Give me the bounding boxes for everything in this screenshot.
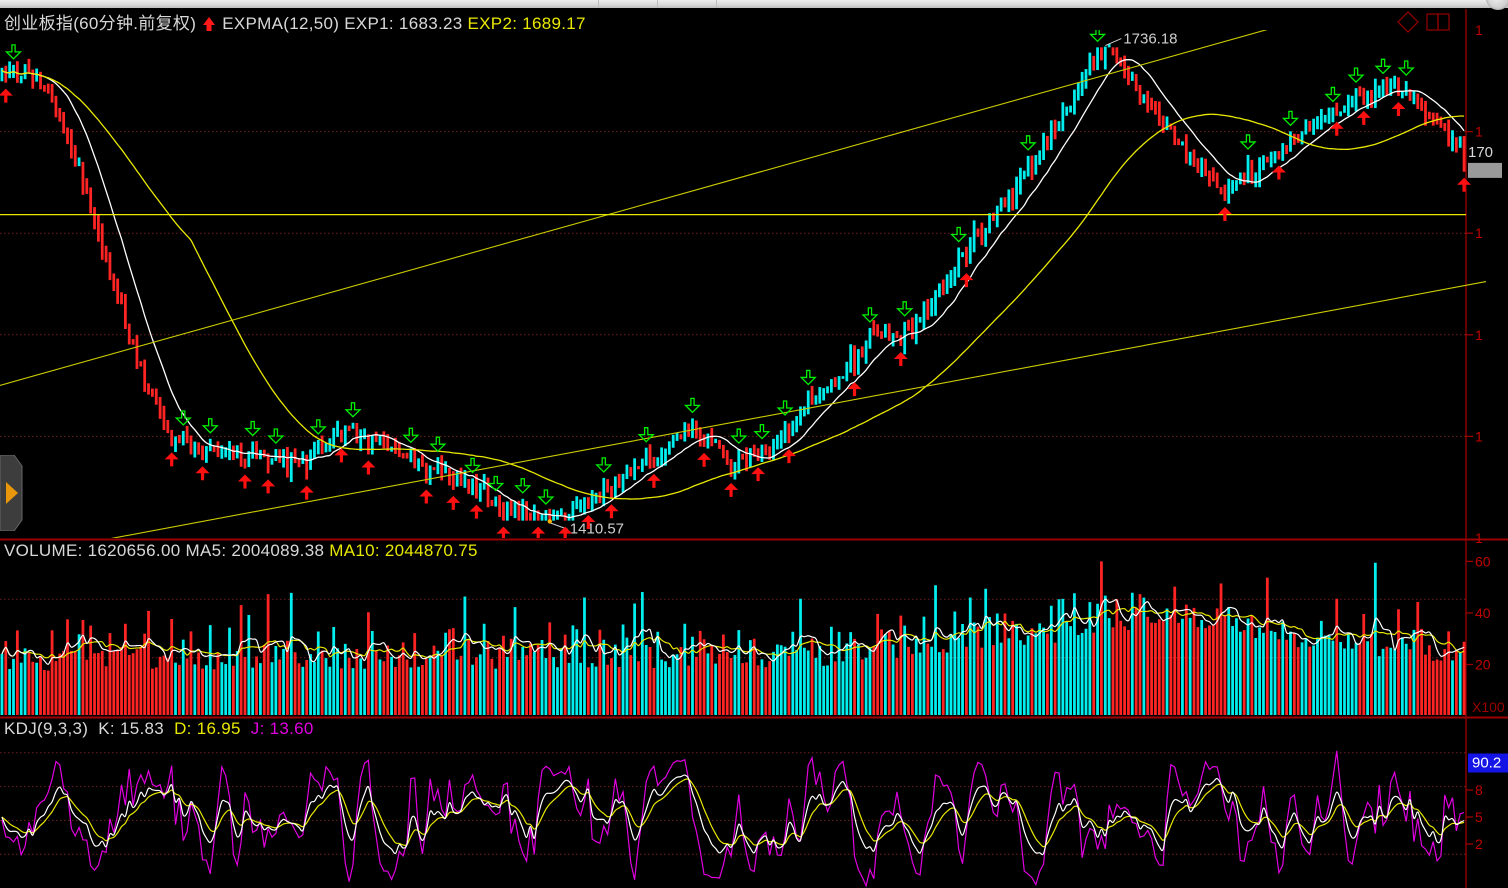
svg-text:20: 20 (1475, 657, 1491, 673)
svg-text:1: 1 (1475, 530, 1483, 546)
svg-text:60: 60 (1475, 553, 1491, 569)
svg-text:1736.18: 1736.18 (1123, 31, 1177, 48)
svg-text:1: 1 (1475, 428, 1483, 444)
svg-text:1: 1 (1475, 124, 1483, 140)
svg-text:1: 1 (1475, 225, 1483, 241)
svg-text:X100: X100 (1472, 699, 1505, 715)
svg-text:90.2: 90.2 (1472, 755, 1501, 772)
svg-text:1: 1 (1475, 327, 1483, 343)
svg-text:40: 40 (1475, 605, 1491, 621)
svg-text:5: 5 (1475, 809, 1483, 825)
svg-text:1410.57: 1410.57 (570, 520, 624, 537)
svg-text:1: 1 (1475, 22, 1483, 38)
svg-text:8: 8 (1475, 782, 1483, 798)
svg-text:2: 2 (1475, 836, 1483, 852)
svg-text:170: 170 (1468, 144, 1493, 161)
